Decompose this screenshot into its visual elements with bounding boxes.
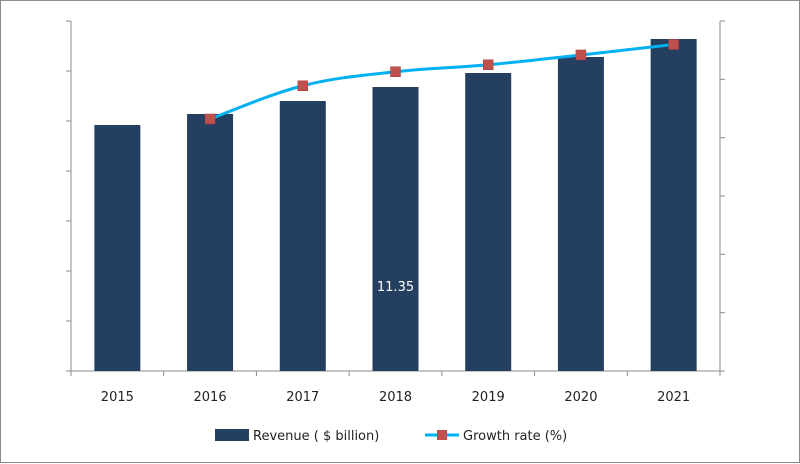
legend-label-revenue: Revenue ( $ billion) (253, 429, 379, 444)
bar (279, 101, 326, 371)
x-tick-label: 2016 (194, 390, 227, 405)
x-tick-label: 2015 (101, 390, 134, 405)
legend-swatch-revenue (215, 429, 249, 441)
x-tick-label: 2017 (286, 390, 319, 405)
x-tick-label: 2021 (657, 390, 690, 405)
bar (187, 114, 234, 371)
growth-rate-point (482, 59, 494, 70)
growth-rate-point (297, 80, 309, 91)
bar (372, 87, 419, 371)
growth-rate-point (390, 66, 401, 77)
data-label: 11.35 (377, 280, 414, 295)
bar (465, 73, 512, 371)
x-tick-labels: 2015 2016 2017 2018 2019 2020 2021 (101, 390, 690, 405)
growth-rate-point (668, 39, 679, 50)
growth-rate-point (204, 113, 216, 125)
x-tick-label: 2020 (564, 390, 597, 405)
legend-label-growth: Growth rate (%) (463, 429, 567, 444)
growth-rate-point (575, 49, 587, 61)
line-series (204, 39, 679, 125)
legend: Revenue ( $ billion) Growth rate (%) (215, 429, 567, 444)
legend-swatch-growth-marker (437, 430, 447, 440)
x-tick-label: 2019 (472, 390, 505, 405)
bar (94, 125, 141, 371)
bar-series (94, 39, 697, 371)
x-tick-label: 2018 (379, 390, 412, 405)
bar (557, 57, 604, 371)
data-labels: 11.35 (377, 280, 414, 295)
growth-rate-line (209, 42, 674, 121)
bar (650, 39, 697, 371)
